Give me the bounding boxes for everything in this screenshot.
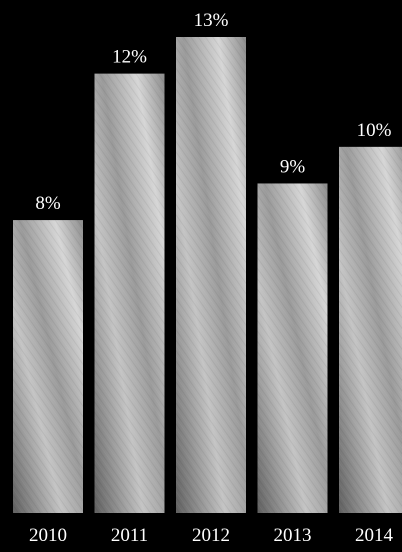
data-label-2012: 13%	[194, 10, 229, 31]
data-label-2010: 8%	[35, 193, 61, 214]
bar-texture-2010	[13, 220, 83, 514]
x-tick-label-2010: 2010	[29, 525, 67, 546]
x-tick-label-2011: 2011	[111, 525, 148, 546]
x-axis-ticks-group: 2010 2011 2012 2013 2014	[29, 525, 394, 546]
x-tick-label-2013: 2013	[274, 525, 312, 546]
data-labels-group: 8% 12% 13% 9% 10%	[35, 10, 391, 214]
data-label-2013: 9%	[280, 156, 306, 177]
data-label-2011: 12%	[112, 47, 147, 68]
data-label-2014: 10%	[357, 120, 392, 141]
bar-texture-2012	[176, 37, 246, 513]
bar-texture-2014	[339, 146, 402, 513]
x-tick-label-2014: 2014	[355, 525, 394, 546]
bar-texture-2011	[94, 73, 165, 513]
bars-group	[13, 37, 402, 514]
x-tick-label-2012: 2012	[192, 525, 230, 546]
bar-texture-2013	[257, 183, 328, 513]
